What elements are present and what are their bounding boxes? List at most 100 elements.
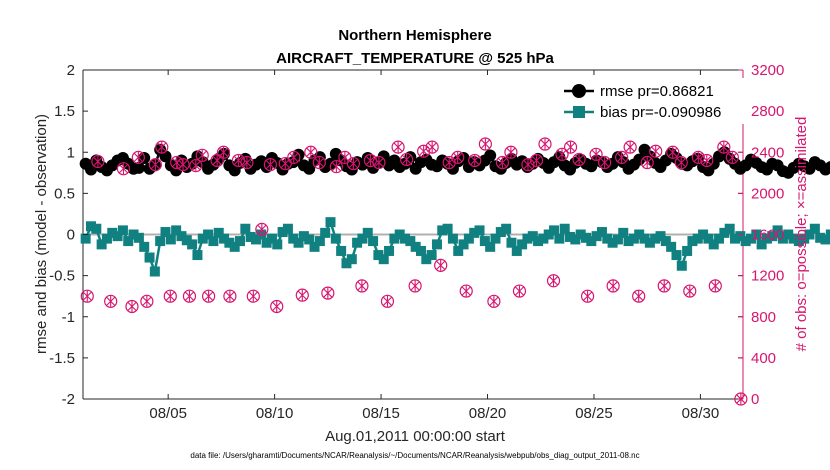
possible-obs-point: [708, 279, 722, 293]
bias-point: [368, 236, 379, 247]
bias-point: [91, 223, 102, 234]
possible-obs-point: [487, 294, 501, 308]
assimilated-obs-point: [225, 290, 235, 302]
chart-title: Northern Hemisphere: [338, 27, 491, 44]
bias-point: [160, 227, 171, 238]
possible-obs-point: [163, 289, 177, 303]
y-right-tick-label: 800: [751, 309, 776, 326]
assimilated-obs-point: [106, 295, 116, 307]
y-tick-label: -2: [62, 391, 75, 408]
bias-point: [229, 241, 240, 252]
footnote: data file: /Users/gharamti/Documents/NCA…: [190, 451, 639, 460]
bias-point: [219, 233, 230, 244]
bias-point: [384, 245, 395, 256]
assimilated-obs-point: [297, 289, 307, 301]
assimilated-obs-point: [453, 151, 463, 163]
bias-point: [437, 225, 448, 236]
possible-obs-point: [504, 145, 518, 159]
bias-point: [80, 233, 91, 244]
bias-point: [517, 239, 528, 250]
possible-obs-point: [287, 150, 301, 164]
bias-point: [730, 233, 741, 244]
possible-obs-point: [304, 145, 318, 159]
assimilated-obs-point: [393, 141, 403, 153]
assimilated-obs-point: [157, 141, 167, 153]
x-tick-label: 08/30: [682, 405, 720, 422]
assimilated-obs-point: [212, 155, 222, 166]
bias-point: [511, 245, 522, 256]
legend-bias-label: bias pr=-0.090986: [600, 104, 721, 121]
possible-obs-point: [538, 137, 552, 151]
x-tick-label: 08/05: [149, 405, 187, 422]
bias-point: [250, 234, 261, 245]
assimilated-obs-point: [331, 161, 341, 173]
possible-obs-point: [400, 152, 414, 167]
bias-point: [458, 239, 469, 250]
possible-obs-point: [615, 150, 629, 164]
bias-point: [357, 233, 368, 244]
bias-point: [288, 233, 299, 244]
assimilated-obs-point: [659, 280, 669, 292]
possible-obs-point: [555, 147, 569, 161]
y-right-tick-label: 3200: [751, 62, 784, 79]
bias-point: [586, 236, 597, 247]
rmse-point: [377, 150, 390, 163]
bias-point: [341, 258, 352, 269]
possible-obs-point: [182, 289, 197, 303]
possible-obs-point: [657, 279, 671, 293]
possible-obs-point: [140, 294, 154, 308]
bias-point: [607, 237, 618, 248]
bias-point: [655, 231, 666, 242]
bias-point: [346, 254, 357, 265]
possible-obs-point: [468, 153, 482, 168]
assimilated-obs-point: [178, 159, 188, 171]
bias-point: [639, 233, 650, 244]
possible-obs-point: [580, 289, 595, 303]
bias-point: [538, 233, 549, 244]
assimilated-obs-point: [323, 287, 333, 299]
possible-obs-point: [355, 279, 369, 293]
assimilated-obs-point: [410, 280, 420, 292]
assimilated-obs-point: [710, 280, 720, 292]
bias-point: [320, 227, 331, 238]
possible-obs-point: [521, 157, 535, 172]
rmse-point: [633, 153, 646, 166]
possible-obs-point: [202, 289, 216, 303]
assimilated-obs-point: [348, 158, 358, 170]
bias-point: [469, 227, 480, 238]
assimilated-obs-point: [118, 163, 129, 175]
possible-obs-point: [155, 140, 169, 154]
bias-point: [565, 231, 576, 242]
bias-point: [772, 225, 783, 236]
bias-point: [266, 233, 277, 244]
bias-point: [751, 229, 762, 240]
assimilated-obs-point: [676, 157, 686, 168]
bias-point: [101, 233, 112, 244]
bias-point: [809, 223, 820, 234]
bias-point: [612, 234, 623, 245]
bias-point: [197, 233, 208, 244]
bias-point: [192, 250, 203, 261]
assimilated-obs-point: [306, 146, 316, 158]
assimilated-obs-point: [280, 158, 290, 170]
bias-point: [724, 223, 735, 234]
bias-point: [485, 241, 496, 252]
possible-obs-point: [131, 150, 145, 164]
possible-obs-point: [563, 140, 578, 154]
y-tick-label: 0: [67, 227, 75, 244]
bias-point: [777, 233, 788, 244]
x-tick-label: 08/20: [469, 405, 507, 422]
possible-obs-point: [529, 153, 544, 168]
bias-point: [107, 227, 118, 238]
possible-obs-point: [216, 145, 231, 159]
assimilated-obs-point: [165, 290, 175, 302]
assimilated-obs-point: [470, 155, 480, 166]
possible-obs-point: [459, 284, 473, 298]
bias-point: [580, 232, 591, 243]
bias-point: [591, 231, 602, 242]
assimilated-obs-point: [218, 146, 229, 158]
possible-obs-point: [589, 147, 603, 161]
assimilated-obs-point: [365, 155, 376, 166]
bias-point: [282, 223, 293, 234]
